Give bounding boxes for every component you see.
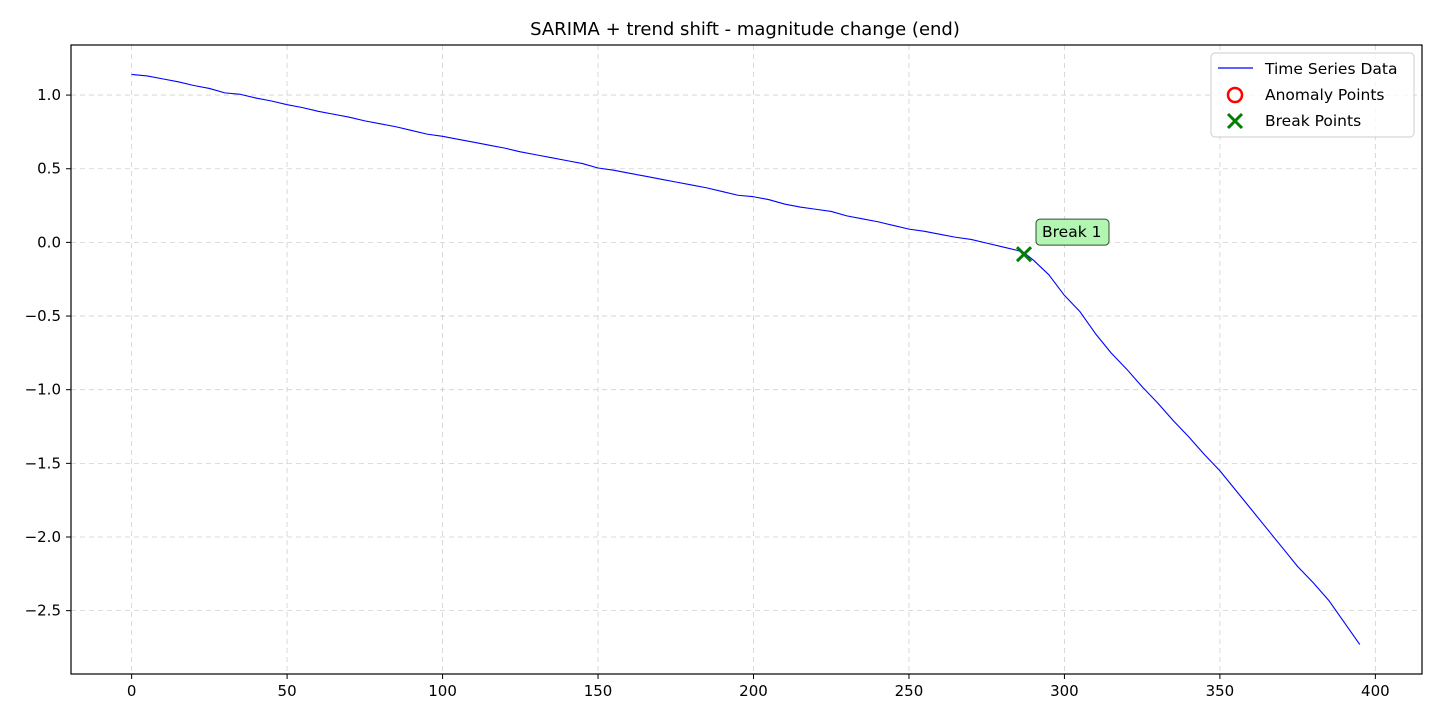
x-tick-label: 200	[739, 682, 768, 700]
legend: Time Series Data Anomaly Points Break Po…	[1210, 52, 1415, 138]
ticks: 0 50 100 150 200 250 300 350 400 −2.5 −2.0 −1.5 −1.0…	[25, 86, 1390, 700]
x-tick-label: 50	[278, 682, 297, 700]
legend-circle-swatch	[1226, 86, 1244, 104]
y-tick-label: −1.5	[25, 454, 61, 472]
marker-layer	[1015, 246, 1033, 263]
grid	[71, 45, 1422, 674]
y-tick-label: 0.5	[37, 160, 61, 178]
plot-frame	[70, 44, 1423, 675]
annotations: Break 1	[1035, 218, 1110, 246]
x-tick-label: 400	[1361, 682, 1390, 700]
y-tick-label: −2.5	[25, 602, 61, 620]
break-annotation-label: Break 1	[1042, 223, 1101, 241]
legend-label-break: Break Points	[1265, 112, 1361, 130]
x-tick-label: 300	[1050, 682, 1079, 700]
x-tick-label: 150	[584, 682, 613, 700]
break-point-stroke	[1015, 246, 1033, 263]
x-tick-label: 250	[895, 682, 924, 700]
y-tick-label: −1.0	[25, 381, 61, 399]
break-annotation: Break 1	[1035, 218, 1110, 246]
y-tick-label: −2.0	[25, 528, 61, 546]
legend-x-swatch	[1226, 112, 1244, 130]
y-tick-label: 0.0	[37, 233, 61, 251]
x-tick-label: 350	[1206, 682, 1235, 700]
chart-title: SARIMA + trend shift - magnitude change …	[530, 19, 960, 40]
break-annotation-box	[1035, 218, 1110, 246]
legend-box	[1210, 52, 1415, 138]
y-tick-label: 1.0	[37, 86, 61, 104]
legend-label-time-series: Time Series Data	[1264, 60, 1397, 78]
series-line-time-series-data	[131, 73, 1361, 645]
series-layer	[131, 73, 1361, 645]
x-tick-label: 100	[428, 682, 457, 700]
x-tick-label: 0	[127, 682, 137, 700]
legend-label-anomaly: Anomaly Points	[1265, 86, 1384, 104]
break-point-marker	[1015, 246, 1033, 263]
y-tick-label: −0.5	[25, 307, 61, 325]
